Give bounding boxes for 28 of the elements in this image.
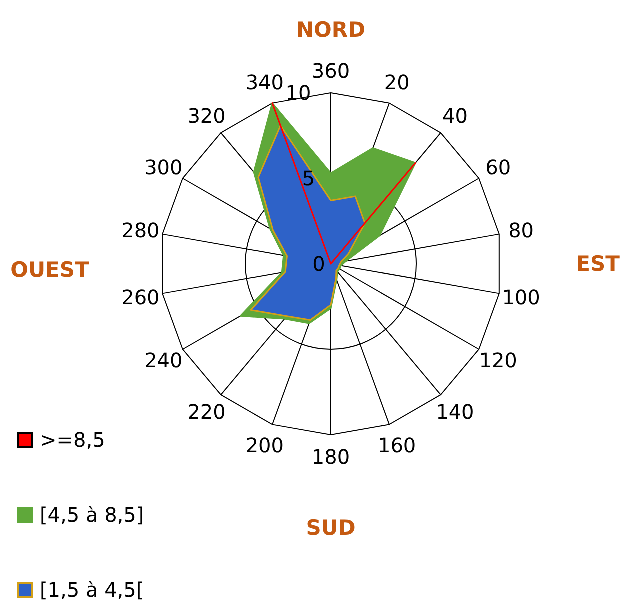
y-tick-label: 5 bbox=[302, 166, 316, 190]
spoke-label: 200 bbox=[246, 434, 284, 458]
spoke-label: 100 bbox=[502, 286, 540, 310]
spoke-label: 140 bbox=[436, 400, 474, 424]
y-tick-label: 10 bbox=[286, 81, 312, 105]
text: OUEST bbox=[10, 258, 90, 282]
spoke-label: 160 bbox=[378, 434, 416, 458]
spoke-label: 40 bbox=[442, 104, 468, 128]
y-tick-label: 0 bbox=[312, 252, 326, 276]
spoke-label: 180 bbox=[312, 445, 350, 470]
legend-label: [1,5 à 4,5[ bbox=[40, 578, 144, 602]
spoke-label: 260 bbox=[122, 286, 160, 310]
spoke-label: 280 bbox=[122, 218, 160, 242]
spoke-label: 120 bbox=[479, 348, 518, 373]
spoke-label: 320 bbox=[188, 104, 226, 128]
legend-label: [4,5 à 8,5] bbox=[40, 503, 144, 527]
spoke-label: 220 bbox=[188, 400, 226, 424]
spoke-label: 20 bbox=[384, 70, 410, 94]
spoke-label: 240 bbox=[144, 348, 183, 373]
spoke-label: 60 bbox=[486, 155, 512, 180]
spoke-label: 300 bbox=[144, 155, 183, 180]
text: SUD bbox=[306, 516, 356, 540]
spoke-label: 80 bbox=[508, 218, 534, 242]
spoke-label: 340 bbox=[246, 70, 284, 94]
text: EST bbox=[576, 252, 621, 276]
spoke-label: 360 bbox=[312, 58, 350, 83]
legend-label: >=8,5 bbox=[40, 428, 106, 452]
text: NORD bbox=[296, 18, 366, 42]
